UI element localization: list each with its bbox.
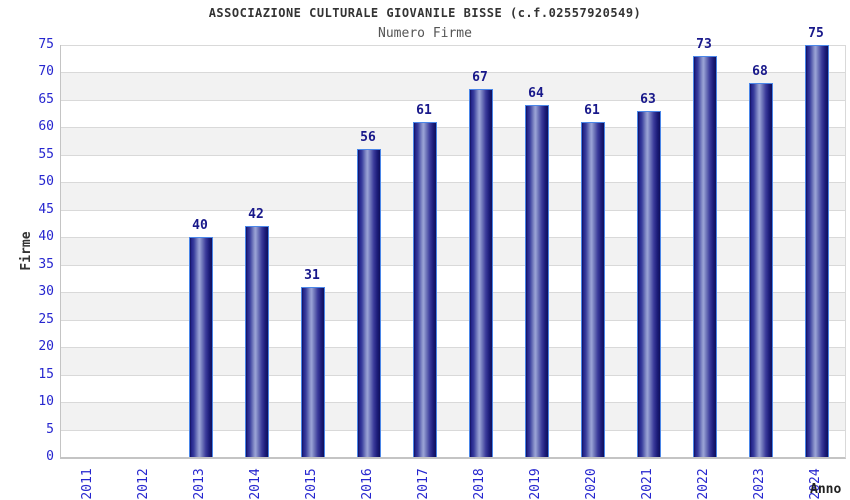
y-tick-label: 70 [38,64,54,80]
gridline [61,402,845,404]
x-tick-label: 2014 [248,468,263,500]
bar[interactable] [357,149,381,457]
bar[interactable] [469,88,493,457]
chart-subtitle: Numero Firme [378,26,472,41]
bar-value-label: 40 [192,218,208,234]
y-tick-label: 30 [38,284,54,300]
bar[interactable] [805,45,829,457]
x-tick-label: 2021 [640,468,655,500]
y-tick-label: 55 [38,146,54,162]
x-tick-label: 2018 [472,468,487,500]
y-tick-label: 5 [46,421,54,437]
bar-value-label: 67 [472,69,488,85]
gridline [61,264,845,266]
bar[interactable] [693,56,717,457]
y-tick-label: 40 [38,229,54,245]
bar[interactable] [245,226,269,457]
y-tick-label: 35 [38,256,54,272]
x-tick-label: 2020 [584,468,599,500]
grid-band [61,72,845,100]
grid-band [61,127,845,155]
y-tick-label: 45 [38,201,54,217]
gridline [61,154,845,156]
bar[interactable] [413,121,437,457]
x-axis-label: Anno [810,482,842,497]
y-tick-label: 20 [38,339,54,355]
gridline [61,209,845,211]
x-tick-label: 2015 [304,468,319,500]
grid-band [61,402,845,430]
bar[interactable] [637,110,661,457]
bar[interactable] [525,105,549,457]
y-tick-label: 0 [46,449,54,464]
x-tick-label: 2019 [528,468,543,500]
bar[interactable] [189,237,213,457]
y-tick-label: 75 [38,37,54,52]
gridline [61,347,845,349]
x-tick-label: 2011 [80,468,95,500]
y-tick-label: 50 [38,174,54,190]
x-tick-label: 2022 [696,468,711,500]
gridline [61,429,845,431]
bar-value-label: 61 [416,102,432,118]
gridline [61,374,845,376]
plot-area [60,45,846,459]
grid-band [61,292,845,320]
gridline [61,99,845,101]
y-tick-label: 25 [38,311,54,327]
grid-band [61,347,845,375]
x-tick-label: 2016 [360,468,375,500]
gridline [61,292,845,294]
gridline [61,237,845,239]
x-tick-label: 2012 [136,468,151,500]
chart-title: ASSOCIAZIONE CULTURALE GIOVANILE BISSE (… [208,6,642,20]
grid-band [61,182,845,210]
bar-value-label: 31 [304,267,320,283]
bar-value-label: 75 [808,26,824,41]
gridline [61,319,845,321]
bar-value-label: 73 [696,36,712,52]
bar[interactable] [749,83,773,457]
y-tick-label: 10 [38,394,54,410]
bar-value-label: 63 [640,91,656,107]
bar-value-label: 56 [360,130,376,146]
x-tick-label: 2023 [752,468,767,500]
bar-value-label: 64 [528,86,544,102]
y-tick-label: 65 [38,91,54,107]
bar-value-label: 61 [584,102,600,118]
x-tick-label: 2017 [416,468,431,500]
x-tick-label: 2013 [192,468,207,500]
bar-value-label: 42 [248,207,264,223]
gridline [61,72,845,74]
bar-value-label: 68 [752,64,768,80]
gridline [61,45,845,46]
y-tick-label: 15 [38,366,54,382]
gridline [61,182,845,184]
bar[interactable] [581,121,605,457]
bar[interactable] [301,286,325,457]
gridline [61,127,845,129]
grid-band [61,237,845,265]
y-tick-label: 60 [38,119,54,135]
